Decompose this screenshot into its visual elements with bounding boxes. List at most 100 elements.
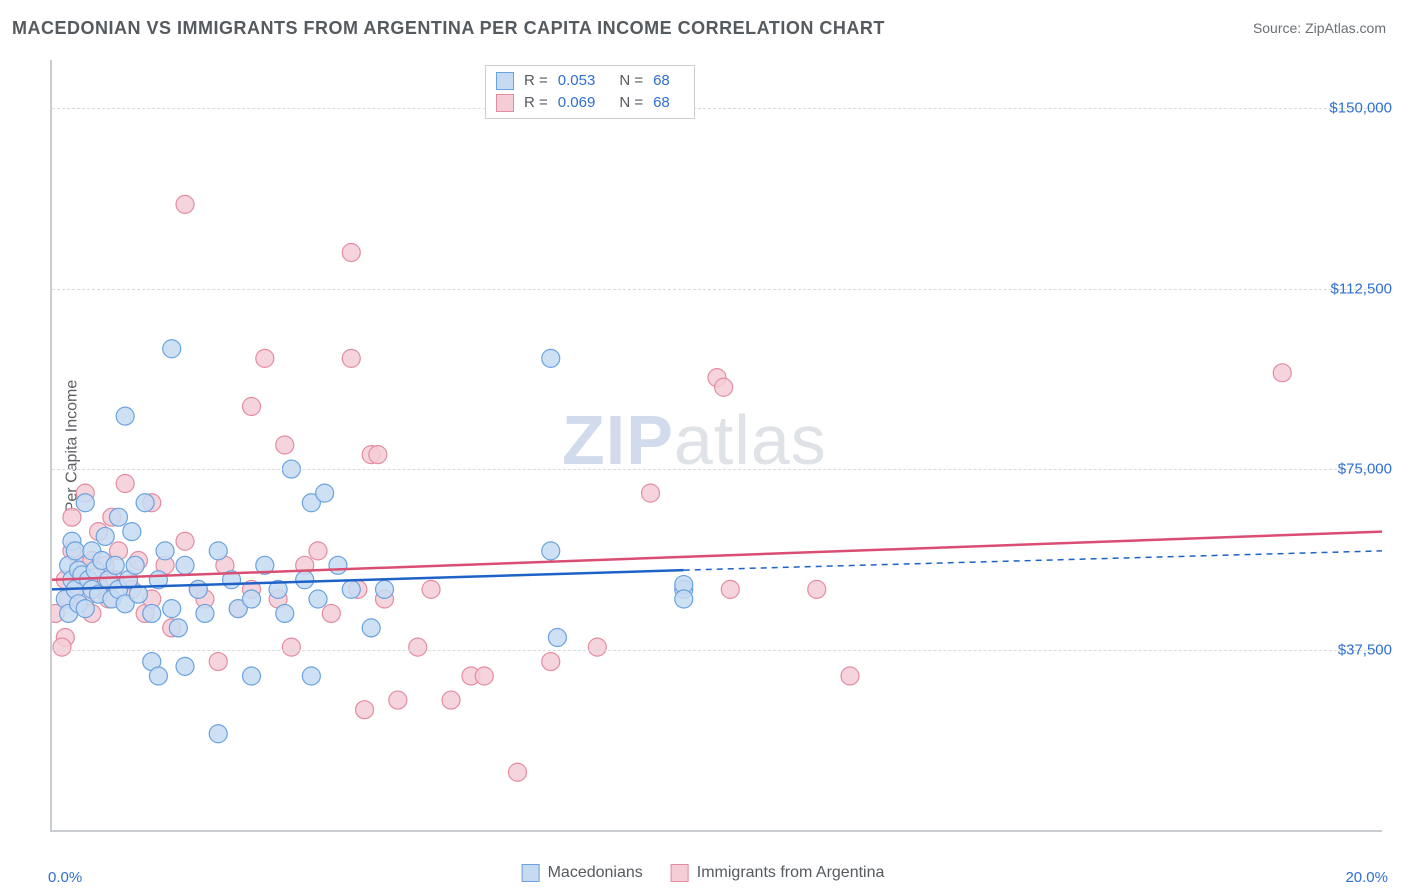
data-point — [296, 571, 314, 589]
y-tick-label: $37,500 — [1338, 641, 1392, 658]
data-point — [302, 667, 320, 685]
n-value-0: 68 — [653, 70, 670, 92]
data-point — [110, 508, 128, 526]
data-point — [316, 484, 334, 502]
data-point — [442, 691, 460, 709]
source-attribution: Source: ZipAtlas.com — [1253, 20, 1386, 36]
data-point — [309, 590, 327, 608]
data-point — [256, 349, 274, 367]
source-value: ZipAtlas.com — [1305, 20, 1386, 36]
swatch-bottom-1 — [671, 864, 689, 882]
data-point — [509, 763, 527, 781]
data-point — [588, 638, 606, 656]
series-name-1: Immigrants from Argentina — [697, 864, 885, 882]
swatch-series-0 — [496, 72, 514, 90]
data-point — [163, 340, 181, 358]
data-point — [542, 653, 560, 671]
x-tick-min: 0.0% — [48, 869, 82, 886]
gridline — [52, 289, 1382, 290]
data-point — [309, 542, 327, 560]
data-point — [209, 725, 227, 743]
data-point — [116, 475, 134, 493]
data-point — [66, 542, 84, 560]
data-point — [189, 580, 207, 598]
data-point — [156, 542, 174, 560]
gridline — [52, 650, 1382, 651]
data-point — [126, 556, 144, 574]
data-point — [369, 446, 387, 464]
data-point — [721, 580, 739, 598]
data-point — [475, 667, 493, 685]
data-point — [841, 667, 859, 685]
data-point — [209, 542, 227, 560]
data-point — [282, 638, 300, 656]
data-point — [136, 494, 154, 512]
r-label-0: R = — [524, 70, 548, 92]
data-point — [389, 691, 407, 709]
chart-title: MACEDONIAN VS IMMIGRANTS FROM ARGENTINA … — [12, 18, 885, 39]
plot-area: ZIPatlas — [50, 60, 1382, 832]
data-point — [143, 604, 161, 622]
data-point — [176, 657, 194, 675]
r-value-0: 0.053 — [558, 70, 596, 92]
y-tick-label: $75,000 — [1338, 461, 1392, 478]
data-point — [376, 580, 394, 598]
legend-row-1: R = 0.069 N = 68 — [496, 92, 684, 114]
y-tick-label: $150,000 — [1329, 100, 1392, 117]
data-point — [53, 638, 71, 656]
data-point — [176, 556, 194, 574]
data-point — [169, 619, 187, 637]
data-point — [149, 667, 167, 685]
chart-container: MACEDONIAN VS IMMIGRANTS FROM ARGENTINA … — [0, 0, 1406, 892]
y-tick-label: $112,500 — [1331, 280, 1392, 297]
data-point — [356, 701, 374, 719]
data-point — [542, 542, 560, 560]
data-point — [342, 580, 360, 598]
gridline — [52, 469, 1382, 470]
data-point — [362, 619, 380, 637]
data-point — [548, 629, 566, 647]
data-point — [123, 523, 141, 541]
x-tick-max: 20.0% — [1345, 869, 1388, 886]
gridline — [52, 108, 1382, 109]
data-point — [116, 407, 134, 425]
swatch-series-1 — [496, 94, 514, 112]
data-point — [63, 508, 81, 526]
source-label: Source: — [1253, 20, 1301, 36]
n-value-1: 68 — [653, 92, 670, 114]
series-name-0: Macedonians — [548, 864, 643, 882]
r-value-1: 0.069 — [558, 92, 596, 114]
data-point — [209, 653, 227, 671]
data-point — [642, 484, 660, 502]
data-point — [163, 600, 181, 618]
data-point — [243, 398, 261, 416]
data-point — [342, 244, 360, 262]
regression-line-solid — [52, 570, 684, 589]
r-label-1: R = — [524, 92, 548, 114]
legend-item-0: Macedonians — [522, 864, 643, 882]
data-point — [176, 532, 194, 550]
data-point — [276, 604, 294, 622]
data-point — [422, 580, 440, 598]
legend-item-1: Immigrants from Argentina — [671, 864, 885, 882]
data-point — [542, 349, 560, 367]
data-point — [409, 638, 427, 656]
data-point — [342, 349, 360, 367]
data-point — [675, 590, 693, 608]
data-point — [1273, 364, 1291, 382]
data-point — [322, 604, 340, 622]
legend-stats: R = 0.053 N = 68 R = 0.069 N = 68 — [485, 65, 695, 119]
data-point — [329, 556, 347, 574]
data-point — [96, 527, 114, 545]
n-label-0: N = — [619, 70, 643, 92]
n-label-1: N = — [619, 92, 643, 114]
data-point — [106, 556, 124, 574]
legend-row-0: R = 0.053 N = 68 — [496, 70, 684, 92]
swatch-bottom-0 — [522, 864, 540, 882]
legend-series: Macedonians Immigrants from Argentina — [522, 864, 885, 882]
data-point — [196, 604, 214, 622]
data-point — [176, 195, 194, 213]
chart-svg — [52, 60, 1382, 830]
data-point — [243, 667, 261, 685]
data-point — [76, 600, 94, 618]
